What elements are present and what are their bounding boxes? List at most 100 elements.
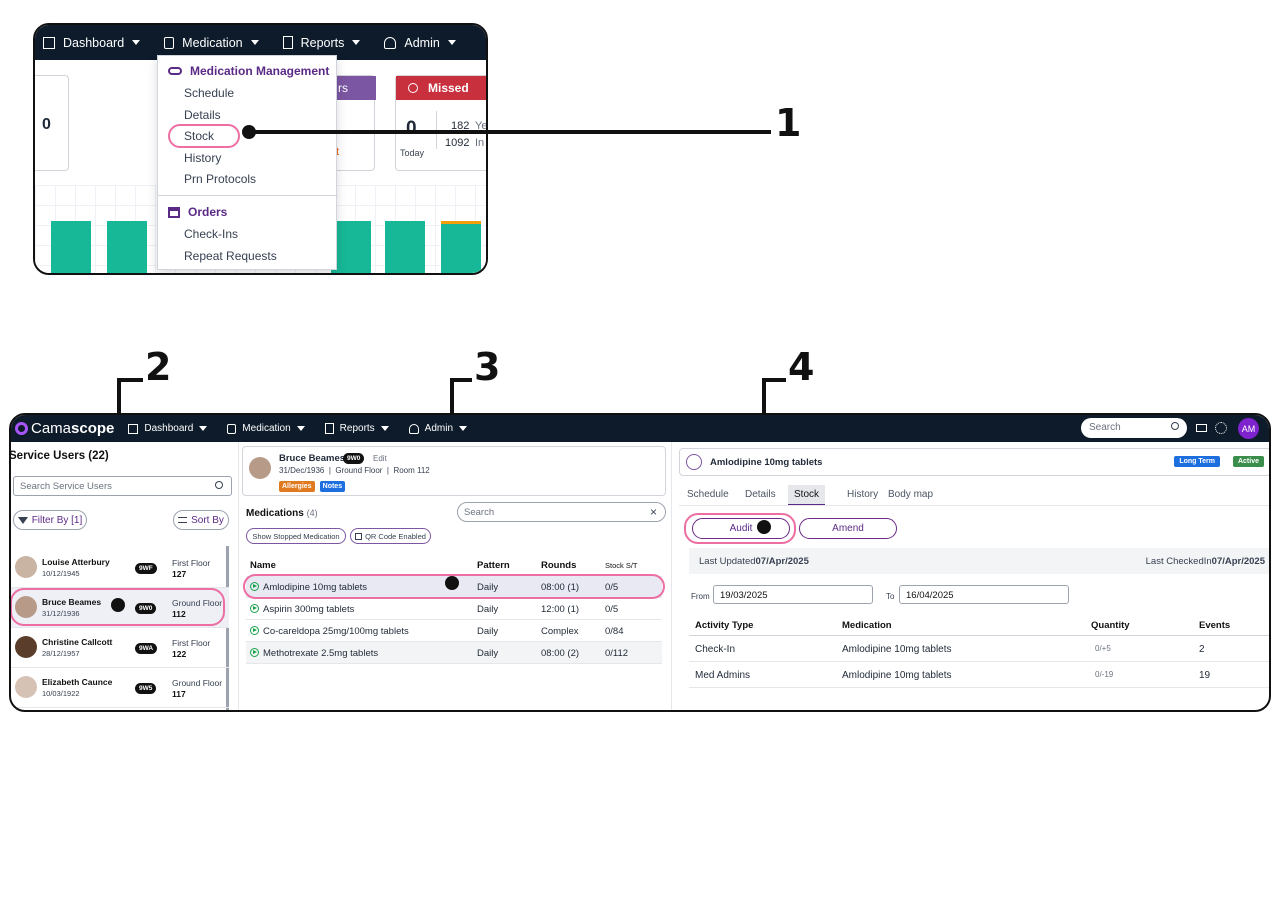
cart-icon: [168, 206, 180, 218]
settings-icon[interactable]: [1215, 422, 1227, 434]
edit-patient-link[interactable]: Edit: [373, 454, 387, 463]
patient-header-card: Bruce Beames 9W0 Edit 31/Dec/1936 | Grou…: [242, 446, 666, 496]
tab-details[interactable]: Details: [745, 489, 776, 500]
menu-item-schedule[interactable]: Schedule: [184, 86, 235, 100]
medication-icon: [686, 454, 702, 470]
nav-medication[interactable]: Medication: [164, 36, 259, 50]
from-date-input[interactable]: 19/03/2025: [713, 585, 873, 604]
menu-divider: [158, 195, 338, 196]
service-user-name: Elizabeth Caunce: [42, 677, 113, 687]
avatar: [15, 676, 37, 698]
qr-code-button[interactable]: QR Code Enabled: [350, 528, 431, 544]
stock-highlight: [168, 124, 240, 148]
patient-tags: Allergies Notes: [279, 479, 346, 492]
chevron-down-icon: [132, 40, 141, 45]
tab-schedule[interactable]: Schedule: [687, 489, 729, 500]
menu-item-details[interactable]: Details: [184, 108, 221, 122]
medications-search-placeholder: Search: [464, 507, 495, 518]
nav-dashboard[interactable]: Dashboard: [128, 423, 208, 434]
tab-body-map[interactable]: Body map: [888, 489, 934, 500]
allergies-tag[interactable]: Allergies: [279, 481, 315, 492]
activity-row[interactable]: Med Admins Amlodipine 10mg tablets 0/-19…: [689, 662, 1269, 688]
global-search-input[interactable]: Search: [1081, 418, 1187, 438]
missed-card-title: Missed: [428, 81, 469, 95]
missed-today-value: 0: [406, 118, 417, 139]
pills-icon: [168, 67, 182, 75]
mail-icon[interactable]: [1196, 424, 1207, 432]
marker-2-number: 2: [145, 345, 172, 389]
tab-history[interactable]: History: [847, 489, 879, 500]
service-users-panel: Service Users (22) Search Service Users …: [11, 442, 239, 710]
nav-admin[interactable]: Admin: [384, 36, 456, 50]
medication-dropdown-menu: Medication Management Schedule Details S…: [157, 55, 338, 270]
chevron-down-icon: [447, 40, 456, 45]
admin-icon: [408, 423, 419, 434]
nav-medication-label: Medication: [242, 423, 291, 434]
medication-row[interactable]: Co-careldopa 25mg/100mg tablets Daily Co…: [246, 620, 662, 642]
audit-highlight: [684, 513, 796, 544]
medication-row[interactable]: Methotrexate 2.5mg tablets Daily 08:00 (…: [246, 642, 662, 664]
medications-heading: Medications (4): [246, 508, 318, 519]
search-icon: [1171, 422, 1179, 430]
medication-rounds: 08:00 (1): [541, 582, 580, 593]
logo-ring-icon: [15, 422, 28, 435]
to-date-input[interactable]: 16/04/2025: [899, 585, 1069, 604]
show-stopped-button[interactable]: Show Stopped Medication: [246, 528, 346, 544]
play-icon: [250, 648, 259, 657]
service-user-row[interactable]: Louise Atterbury 10/12/1945 9WF First Fl…: [11, 548, 229, 588]
tab-stock[interactable]: Stock: [788, 485, 826, 506]
nav-dashboard-label: Dashboard: [144, 423, 194, 434]
patient-badge: 9W0: [343, 453, 365, 464]
camascope-logo: Cama scope: [15, 420, 114, 437]
activity-events: 2: [1199, 644, 1205, 655]
medication-name: Methotrexate 2.5mg tablets: [263, 648, 379, 659]
nav-dashboard[interactable]: Dashboard: [43, 35, 141, 50]
medications-count: (4): [306, 508, 318, 518]
user-avatar[interactable]: AM: [1238, 418, 1259, 439]
service-user-dob: 28/12/1957: [42, 649, 80, 658]
service-user-room: 112: [172, 609, 186, 619]
scrollbar[interactable]: [226, 546, 229, 710]
menu-item-check-ins[interactable]: Check-Ins: [184, 227, 239, 241]
nav-reports[interactable]: Reports: [282, 36, 361, 50]
missed-card: Missed 0 Today 182 Ye 1092 In: [395, 75, 486, 171]
service-user-badge: 9WA: [135, 643, 158, 654]
service-user-row[interactable]: Elizabeth Caunce 10/03/1922 9W5 Ground F…: [11, 668, 229, 708]
menu-item-repeat-requests[interactable]: Repeat Requests: [184, 249, 277, 263]
notes-tag[interactable]: Notes: [319, 481, 346, 492]
medication-name: Aspirin 300mg tablets: [263, 604, 355, 615]
detail-header: Amlodipine 10mg tablets Long Term Active: [679, 448, 1269, 476]
nav-medication[interactable]: Medication: [227, 423, 305, 434]
medication-management-label: Medication Management: [190, 64, 330, 78]
service-user-floor: Ground Floor: [172, 678, 223, 688]
clear-search-icon[interactable]: ×: [649, 505, 657, 519]
nav-reports[interactable]: Reports: [324, 423, 389, 434]
filter-by-button[interactable]: Filter By [1]: [13, 510, 87, 530]
menu-item-stock[interactable]: Stock: [184, 129, 215, 143]
menu-item-prn-protocols[interactable]: Prn Protocols: [184, 172, 257, 186]
medication-row[interactable]: Aspirin 300mg tablets Daily 12:00 (1) 0/…: [246, 598, 662, 620]
medications-search[interactable]: Search ×: [457, 502, 666, 522]
sort-by-button[interactable]: Sort By: [173, 510, 229, 530]
service-user-row[interactable]: Christine Callcott 28/12/1957 9WA First …: [11, 628, 229, 668]
admin-icon: [384, 36, 397, 49]
service-user-room: 117: [172, 689, 186, 699]
menu-item-history[interactable]: History: [184, 151, 222, 165]
nav-dashboard-label: Dashboard: [63, 35, 125, 50]
avatar: [249, 457, 271, 479]
reports-icon: [282, 36, 293, 49]
chevron-down-icon: [459, 426, 468, 431]
service-user-floor: Ground Floor: [172, 598, 223, 608]
chevron-down-icon: [296, 426, 305, 431]
service-users-search[interactable]: Search Service Users: [13, 476, 232, 496]
missed-card-header: Missed: [396, 76, 486, 100]
tabs-divider: [679, 505, 1269, 506]
service-user-dob: 10/03/1922: [42, 689, 80, 698]
medication-rounds: Complex: [541, 626, 579, 637]
last-updated-label: Last Updated: [699, 556, 756, 567]
chevron-down-icon: [352, 40, 361, 45]
chevron-down-icon: [250, 40, 259, 45]
amend-button[interactable]: Amend: [799, 518, 897, 539]
activity-row[interactable]: Check-In Amlodipine 10mg tablets 0/+5 2: [689, 636, 1269, 662]
nav-admin[interactable]: Admin: [408, 423, 468, 434]
